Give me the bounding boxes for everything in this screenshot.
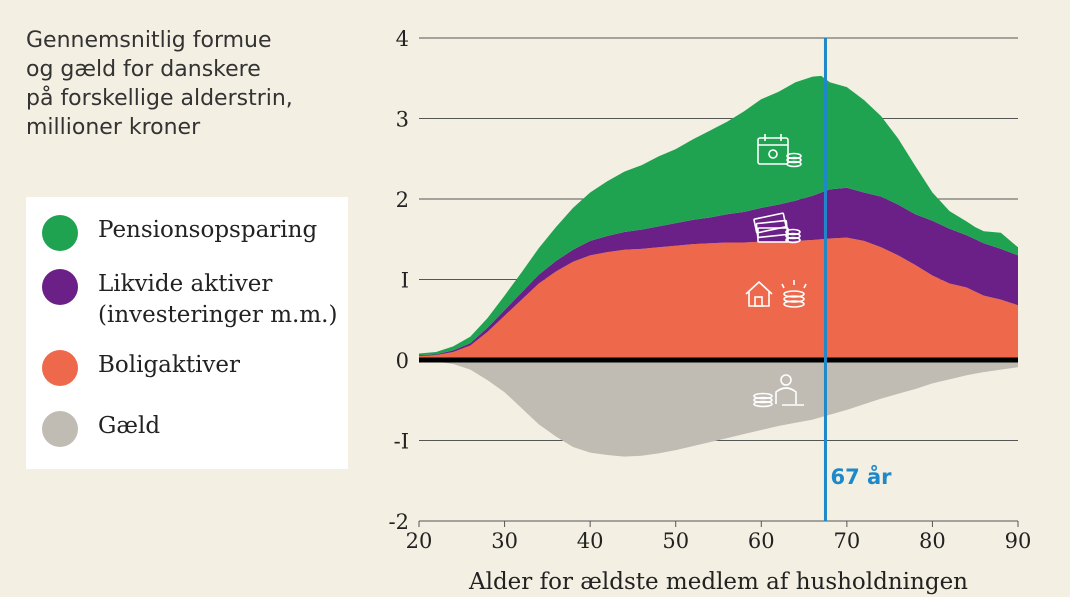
area-pension [419,75,1018,356]
legend-swatch-housing [42,350,78,386]
x-tick-80: 80 [919,529,946,553]
y-tick--1: -I [394,430,409,454]
title-line-4: millioner kroner [26,115,201,140]
x-tick-50: 50 [662,529,689,553]
legend-label-pension: Pensionsopsparing [98,217,318,243]
legend-item-pension: Pensionsopsparing [42,215,317,251]
legend-item-liquid: Likvide aktiver (investeringer m.m.) [42,269,337,331]
x-tick-40: 40 [577,529,604,553]
x-tick-30: 30 [491,529,518,553]
title-line-2: og gæld for danskere [26,57,261,82]
area-housing [419,237,1018,360]
x-tick-20: 20 [406,529,433,553]
title-line-1: Gennemsnitlig formue [26,28,272,53]
housing-house-coins-icon [745,280,807,308]
x-axis-ticks: 20 30 40 50 60 70 80 90 [406,521,1032,553]
y-tick-0: 0 [396,349,409,373]
area-debt [419,360,1018,457]
legend-swatch-debt [42,411,78,447]
area-liquid [419,187,1018,356]
legend-item-debt: Gæld [42,411,160,447]
age-67-label: 67 år [830,464,892,489]
stacked-areas [419,75,1018,457]
legend-swatch-pension [42,215,78,251]
chart-title: Gennemsnitlig formue og gæld for dansker… [26,26,293,142]
y-tick-4: 4 [396,27,409,51]
y-tick--2: -2 [389,510,409,534]
pension-calendar-coins-icon [757,134,802,168]
x-tick-90: 90 [1005,529,1032,553]
legend-label-housing: Boligaktiver [98,352,241,378]
liquid-banknotes-coins-icon [753,212,801,244]
y-tick-3: 3 [396,108,409,132]
x-tick-60: 60 [748,529,775,553]
area-icons [745,134,807,408]
legend-label-liquid-line-2: (investeringer m.m.) [98,302,338,328]
age-67-marker: 67 år [823,38,892,521]
y-tick-2: 2 [396,188,409,212]
legend-label-liquid-line-1: Likvide aktiver [98,271,273,297]
x-tick-70: 70 [833,529,860,553]
y-tick-1: I [401,269,409,293]
debt-person-coins-icon [753,374,804,408]
y-axis-ticks: 4 3 2 I 0 -I -2 [389,27,409,534]
x-axis-label: Alder for ældste medlem af husholdningen [468,569,968,595]
legend: Pensionsopsparing Likvide aktiver (inves… [26,197,348,469]
legend-swatch-liquid [42,269,78,305]
legend-label-debt: Gæld [98,413,161,439]
title-line-3: på forskellige alderstrin, [26,86,293,111]
legend-label-liquid: Likvide aktiver (investeringer m.m.) [98,269,337,331]
legend-item-housing: Boligaktiver [42,350,240,386]
